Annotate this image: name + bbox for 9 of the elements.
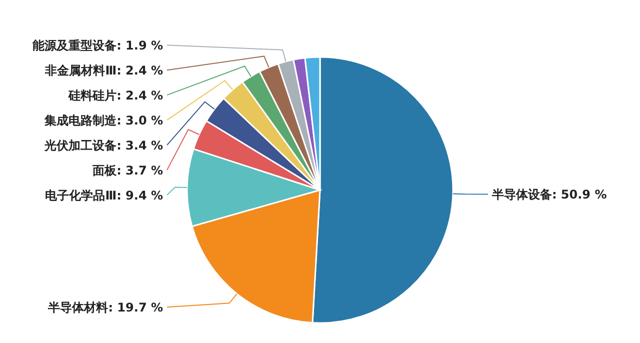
slice-label: 光伏加工设备: 3.4 % (44, 138, 163, 152)
slice-label: 面板: 3.7 % (92, 163, 163, 178)
slice-label: 能源及重型设备: 1.9 % (32, 38, 163, 52)
slice-label: 硅料硅片: 2.4 % (68, 88, 163, 102)
slice-label: 集成电路制造: 3.0 % (44, 113, 163, 128)
slice-label: 半导体设备: 50.9 % (490, 187, 607, 202)
slice-label: 非金属材料Ⅲ: 2.4 % (44, 63, 163, 78)
slice-label: 电子化学品Ⅲ: 9.4 % (45, 188, 163, 202)
slice-label: 半导体材料: 19.7 % (47, 300, 163, 314)
